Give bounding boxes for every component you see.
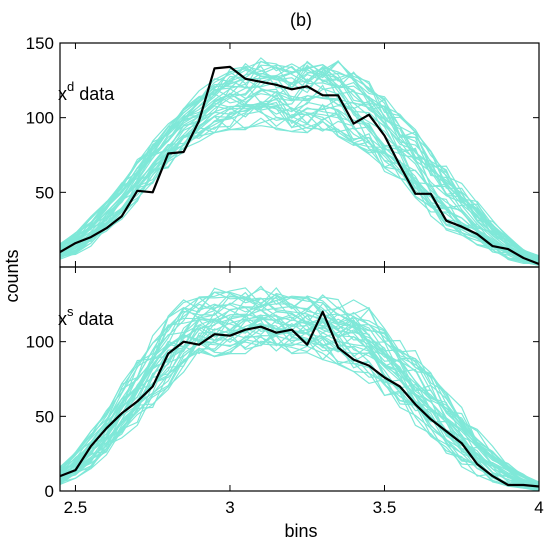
- bottom-panel-label: xs data: [58, 304, 115, 329]
- top-ytick-label: 100: [26, 109, 54, 128]
- top-panel-label-rest: data: [74, 84, 115, 104]
- bottom-panel-label-base: x: [58, 309, 67, 329]
- top-ensemble-trace: [59, 89, 540, 263]
- bottom-panel-label-sup: s: [67, 304, 74, 319]
- bottom-ensemble-trace: [59, 335, 540, 492]
- bottom-panel-lines: [59, 285, 540, 492]
- bottom-ytick-label: 100: [26, 333, 54, 352]
- top-ensemble-trace: [59, 113, 540, 266]
- top-ensemble-trace: [59, 84, 540, 264]
- bottom-ensemble-trace: [59, 313, 540, 487]
- bottom-panel-label-rest: data: [74, 309, 115, 329]
- top-ensemble-trace: [59, 103, 540, 264]
- top-ensemble-trace: [59, 60, 540, 259]
- top-ensemble-trace: [59, 101, 540, 263]
- x-axis-title: bins: [284, 521, 317, 541]
- bottom-ensemble-trace: [59, 327, 540, 489]
- top-ensemble-trace: [59, 102, 540, 264]
- xtick-label: 3: [225, 498, 234, 517]
- top-ensemble-trace: [59, 94, 540, 264]
- top-ensemble-trace: [59, 64, 540, 260]
- bottom-ensemble-trace: [59, 335, 540, 492]
- y-axis-title: counts: [2, 249, 22, 302]
- bottom-panel-frame: [59, 266, 540, 492]
- bottom-ensemble-trace: [59, 325, 540, 490]
- top-ensemble-trace: [59, 66, 540, 261]
- xtick-label: 2.5: [64, 498, 88, 517]
- top-ytick-label: 150: [26, 34, 54, 53]
- top-panel-label-sup: d: [67, 79, 74, 94]
- bottom-highlight-series: [59, 310, 540, 488]
- top-ensemble-trace: [59, 93, 540, 263]
- top-ensemble-trace: [59, 63, 540, 257]
- top-highlight-series: [59, 65, 540, 266]
- figure-title: (b): [290, 10, 312, 30]
- top-panel-label-base: x: [58, 84, 67, 104]
- bottom-panel: 0 50 100 2.5 3 3.5 4 xs data: [26, 266, 544, 517]
- bottom-ensemble-trace: [59, 291, 540, 486]
- bottom-panel-ticks: 0 50 100 2.5 3 3.5 4: [26, 267, 544, 517]
- top-panel-label: xd data: [58, 79, 115, 104]
- xtick-label: 3.5: [373, 498, 397, 517]
- bottom-axes-box: [59, 266, 540, 492]
- bottom-ensemble-trace: [59, 319, 540, 488]
- xtick-label: 4: [534, 498, 543, 517]
- bottom-ensemble-trace: [59, 297, 540, 487]
- bottom-ensemble-trace: [59, 314, 540, 489]
- bottom-ytick-label: 0: [45, 482, 54, 501]
- top-panel-lines: [59, 57, 540, 266]
- top-ytick-label: 50: [35, 183, 54, 202]
- bottom-ytick-label: 50: [35, 407, 54, 426]
- bottom-ensemble-trace: [59, 311, 540, 487]
- top-panel: 50 100 150 xd data: [26, 34, 540, 268]
- top-panel-ticks: 50 100 150: [26, 34, 540, 267]
- bottom-ensemble-trace: [59, 335, 540, 491]
- top-ensemble-trace: [59, 102, 540, 263]
- bottom-ensemble-trace: [59, 315, 540, 488]
